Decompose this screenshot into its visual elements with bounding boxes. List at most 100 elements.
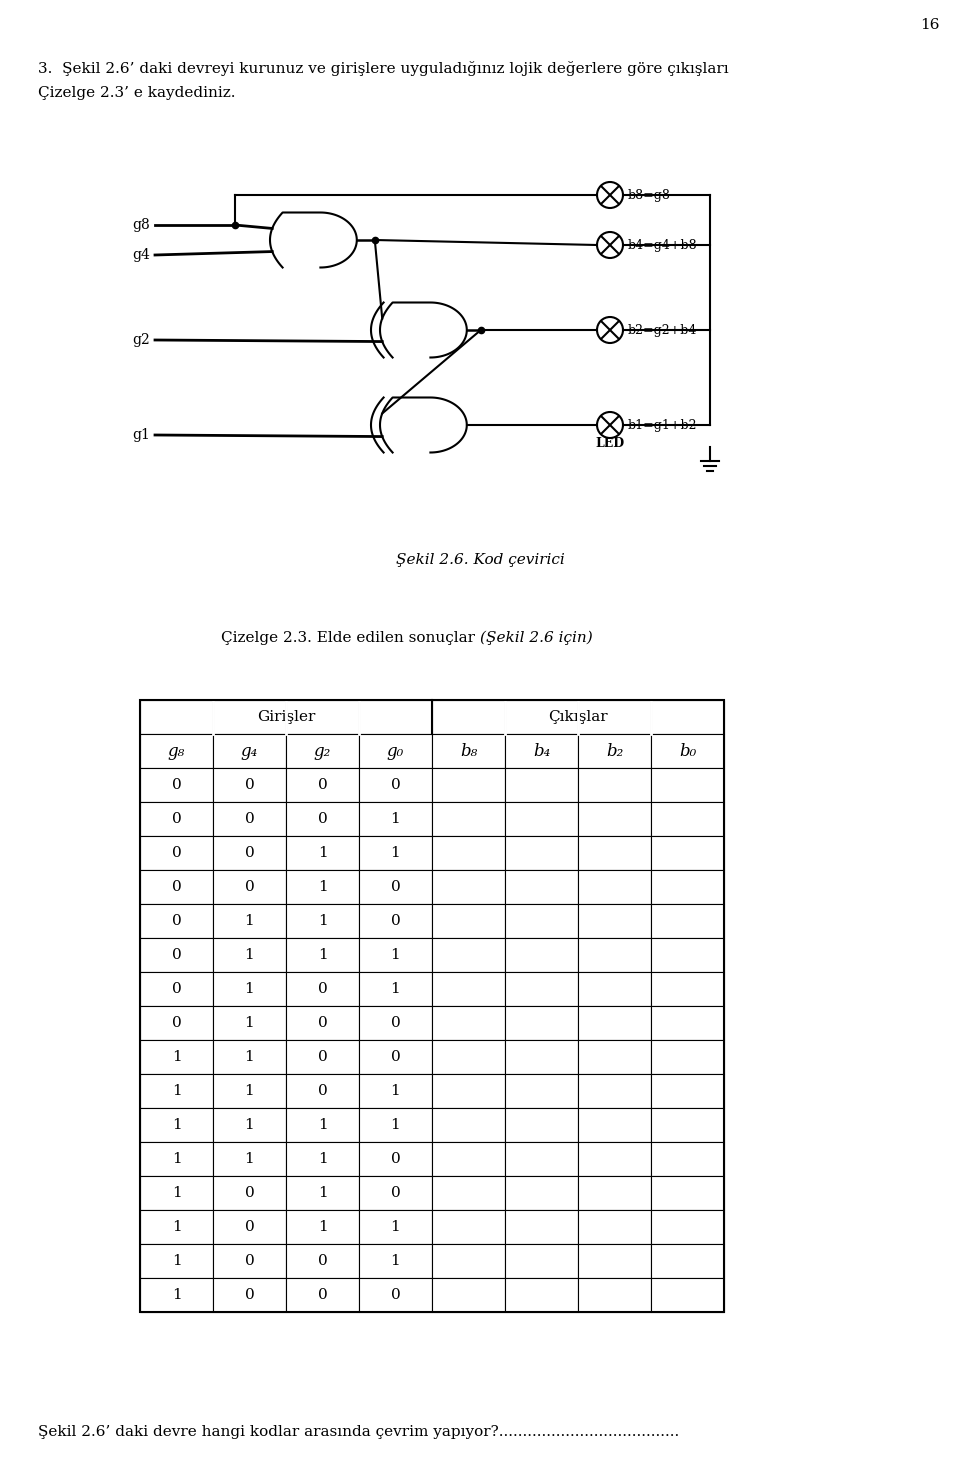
Bar — [213, 1279, 286, 1312]
Bar — [505, 1279, 578, 1312]
Bar — [140, 733, 213, 768]
Bar — [505, 1142, 578, 1177]
Bar — [213, 700, 286, 733]
Text: 0: 0 — [172, 914, 181, 927]
Bar — [359, 937, 432, 972]
Bar — [213, 1040, 286, 1075]
Bar — [359, 1040, 432, 1075]
Bar — [578, 972, 651, 1006]
Text: 1: 1 — [245, 1016, 254, 1029]
Bar — [286, 904, 359, 937]
Bar — [651, 1177, 724, 1210]
Text: 1: 1 — [318, 881, 327, 894]
Text: 1: 1 — [245, 948, 254, 962]
Text: 1: 1 — [172, 1050, 181, 1064]
Bar — [432, 1177, 505, 1210]
Text: 1: 1 — [391, 812, 400, 827]
Text: 1: 1 — [318, 914, 327, 927]
Polygon shape — [380, 302, 467, 357]
Bar — [286, 1279, 359, 1312]
Bar — [505, 700, 578, 733]
Text: 0: 0 — [318, 1016, 327, 1029]
Text: 0: 0 — [245, 846, 254, 860]
Bar — [505, 1040, 578, 1075]
Text: 0: 0 — [172, 846, 181, 860]
Bar — [651, 1210, 724, 1244]
Text: 0: 0 — [172, 1016, 181, 1029]
Bar — [578, 733, 651, 768]
Text: LED: LED — [595, 436, 625, 449]
Bar — [505, 972, 578, 1006]
Bar — [213, 1006, 286, 1040]
Bar — [140, 802, 213, 835]
Text: b8=g8: b8=g8 — [628, 188, 671, 201]
Bar — [359, 1006, 432, 1040]
Bar — [432, 904, 505, 937]
Text: 1: 1 — [245, 1152, 254, 1166]
Bar — [286, 1040, 359, 1075]
Bar — [140, 1177, 213, 1210]
Bar — [651, 768, 724, 802]
Circle shape — [597, 232, 623, 258]
Bar — [213, 1142, 286, 1177]
Bar — [651, 802, 724, 835]
Bar — [432, 700, 505, 733]
Bar — [286, 835, 359, 870]
Bar — [432, 1142, 505, 1177]
Text: 0: 0 — [245, 812, 254, 827]
Text: 1: 1 — [172, 1118, 181, 1131]
Text: 1: 1 — [245, 983, 254, 996]
Bar — [432, 1108, 505, 1142]
Text: 1: 1 — [172, 1287, 181, 1302]
Bar — [651, 870, 724, 904]
Bar — [213, 802, 286, 835]
Bar — [505, 904, 578, 937]
Text: 0: 0 — [391, 1050, 400, 1064]
Text: 0: 0 — [391, 914, 400, 927]
Bar — [432, 1244, 505, 1279]
Bar — [651, 1075, 724, 1108]
Text: 1: 1 — [172, 1152, 181, 1166]
Bar — [140, 835, 213, 870]
Bar — [651, 1006, 724, 1040]
Text: 0: 0 — [245, 1185, 254, 1200]
Bar — [140, 1006, 213, 1040]
Text: Çizelge 2.3’ e kaydediniz.: Çizelge 2.3’ e kaydediniz. — [38, 86, 235, 101]
Text: 0: 0 — [391, 1016, 400, 1029]
Bar — [140, 700, 213, 733]
Bar — [651, 1040, 724, 1075]
Bar — [359, 1244, 432, 1279]
Bar — [140, 937, 213, 972]
Bar — [578, 1177, 651, 1210]
Text: 0: 0 — [172, 779, 181, 792]
Text: 0: 0 — [172, 881, 181, 894]
Bar — [432, 1006, 505, 1040]
Polygon shape — [270, 213, 357, 267]
Bar — [140, 1244, 213, 1279]
Text: 0: 0 — [318, 1254, 327, 1268]
Bar — [578, 937, 651, 972]
Text: g₂: g₂ — [314, 742, 331, 760]
Text: 0: 0 — [391, 1287, 400, 1302]
Bar — [505, 1006, 578, 1040]
Bar — [213, 904, 286, 937]
Text: 1: 1 — [391, 1220, 400, 1233]
Bar — [286, 1177, 359, 1210]
Bar — [359, 1210, 432, 1244]
Bar — [213, 937, 286, 972]
Bar — [578, 904, 651, 937]
Text: 1: 1 — [172, 1185, 181, 1200]
Bar — [213, 733, 286, 768]
Bar — [578, 1108, 651, 1142]
Bar — [432, 870, 505, 904]
Bar — [578, 1279, 651, 1312]
Text: Çizelge 2.3. Elde edilen sonuçlar: Çizelge 2.3. Elde edilen sonuçlar — [221, 631, 480, 644]
Bar — [213, 972, 286, 1006]
Bar — [432, 768, 505, 802]
Text: Çıkışlar: Çıkışlar — [548, 710, 608, 725]
Bar — [651, 1244, 724, 1279]
Text: 1: 1 — [172, 1083, 181, 1098]
Bar — [286, 733, 359, 768]
Text: 1: 1 — [391, 1118, 400, 1131]
Bar — [213, 768, 286, 802]
